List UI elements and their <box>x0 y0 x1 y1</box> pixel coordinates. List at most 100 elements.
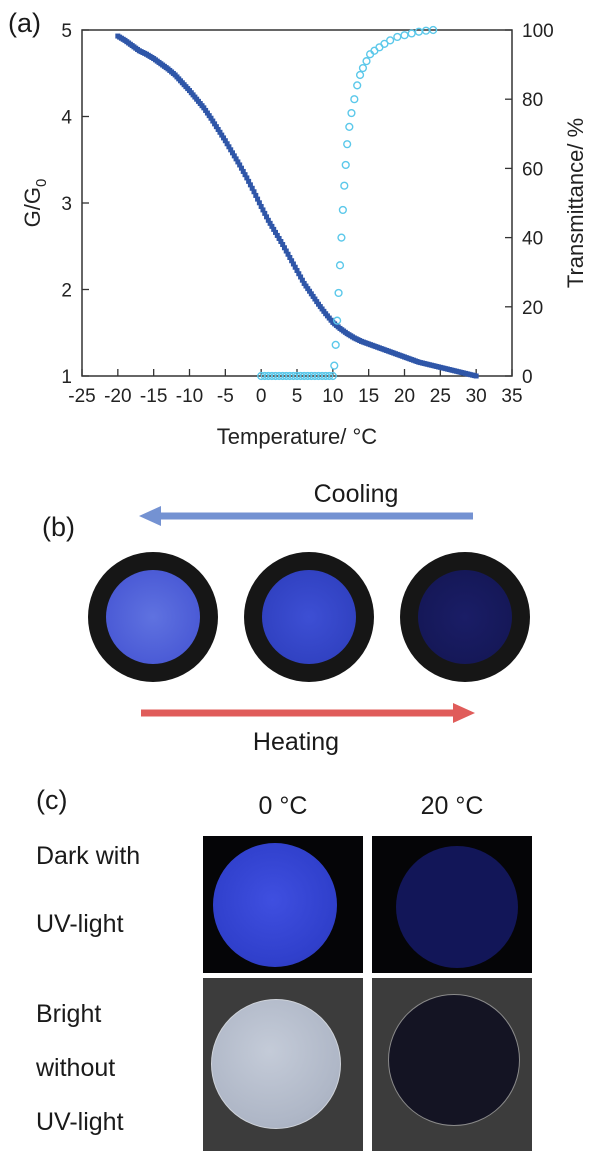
row-label-dark-line1: Dark with <box>36 842 141 870</box>
g-ratio-point <box>215 126 221 132</box>
panel-b-label: (b) <box>42 512 75 542</box>
g-ratio-point <box>274 232 280 238</box>
g-ratio-point <box>256 200 262 206</box>
x-tick-label: 5 <box>292 386 303 407</box>
g-ratio-point <box>210 118 216 124</box>
g-ratio-point <box>206 113 212 119</box>
g-ratio-point <box>292 264 298 270</box>
transmittance-point <box>350 95 359 104</box>
dish-middle <box>244 552 374 682</box>
dish-left-content <box>106 570 200 664</box>
y-right-tick-label: 20 <box>522 298 543 319</box>
g-ratio-point <box>255 196 261 202</box>
g-ratio-point <box>235 159 241 165</box>
g-ratio-point <box>299 277 305 283</box>
g-ratio-point <box>265 217 271 223</box>
g-ratio-point <box>242 172 248 178</box>
x-tick-label: 30 <box>466 386 487 407</box>
g-ratio-point <box>273 229 278 235</box>
g-ratio-point <box>298 274 304 280</box>
g-ratio-point <box>294 267 300 273</box>
x-tick-label: 10 <box>322 386 343 407</box>
g-ratio-point <box>307 288 313 294</box>
g-ratio-point <box>226 144 232 150</box>
x-tick-label: -20 <box>104 386 131 407</box>
g-ratio-point <box>305 286 311 292</box>
transmittance-point <box>347 108 356 118</box>
g-ratio-point <box>204 110 210 116</box>
transmittance-point <box>393 32 402 42</box>
y-right-tick-label: 80 <box>522 90 543 111</box>
y-right-tick-label: 40 <box>522 229 543 250</box>
g-ratio-point <box>208 115 214 121</box>
row-label-bright-line2: without <box>36 1054 116 1082</box>
transmittance-point <box>343 140 352 149</box>
g-ratio-point <box>244 175 250 181</box>
dish-left <box>88 552 218 682</box>
g-ratio-point <box>285 251 291 257</box>
x-tick-label: -25 <box>68 386 95 407</box>
x-axis-label: Temperature/ °C <box>217 424 378 449</box>
transmittance-point <box>358 63 368 73</box>
transmittance-point <box>334 288 343 298</box>
heating-label: Heating <box>252 728 340 756</box>
g-ratio-point <box>260 207 266 213</box>
sample-glow-20c <box>396 846 518 968</box>
g-ratio-point <box>308 291 314 297</box>
y-right-tick-label: 100 <box>522 21 554 42</box>
transmittance-point <box>429 25 438 35</box>
transmittance-point <box>333 316 342 325</box>
g-ratio-point <box>238 165 244 171</box>
g-ratio-point <box>281 245 287 251</box>
g-ratio-point <box>212 121 218 127</box>
g-ratio-point <box>233 156 239 162</box>
row-label-bright: Bright without UV-light <box>36 990 124 1146</box>
x-tick-label: -15 <box>140 386 167 407</box>
g-ratio-point <box>221 135 227 141</box>
g-ratio-point <box>287 254 293 260</box>
panel-a-chart: -25 -20 -15 -10 -5 0 5 10 15 20 25 30 35 1 2 3 4 5 0 20 40 60… <box>20 21 588 449</box>
g-ratio-point <box>280 242 286 248</box>
heating-arrow <box>141 703 475 723</box>
photo-bright-0c <box>203 978 363 1151</box>
transmittance-point <box>355 70 365 80</box>
x-tick-label: 20 <box>394 386 415 407</box>
y-left-tick-label: 5 <box>61 21 72 42</box>
transmittance-point <box>345 122 354 131</box>
g-ratio-point <box>269 223 275 229</box>
row-label-dark-line2: UV-light <box>36 910 124 938</box>
g-ratio-point <box>267 220 273 226</box>
y-left-tick-label: 4 <box>61 108 72 129</box>
panel-a-label: (a) <box>8 8 41 38</box>
g-ratio-point <box>222 138 228 144</box>
g-ratio-point <box>253 192 259 198</box>
plot-frame <box>81 29 513 377</box>
y-right-axis-label: Transmittance/ % <box>563 118 588 288</box>
g-ratio-point <box>276 235 282 241</box>
row-label-bright-line1: Bright <box>36 1000 102 1028</box>
y-left-axis-label: G/G0 <box>20 179 50 228</box>
cooling-arrow <box>139 506 473 526</box>
transmittance-point <box>331 340 340 349</box>
g-ratio-point <box>301 280 307 286</box>
x-tick-label: 25 <box>430 386 451 407</box>
g-ratio-point <box>289 258 295 264</box>
g-ratio-point <box>251 189 257 195</box>
g-ratio-point <box>258 203 264 209</box>
row-label-bright-line3: UV-light <box>36 1108 124 1136</box>
cooling-label: Cooling <box>313 480 399 508</box>
y-left-tick-label: 3 <box>61 194 72 215</box>
g-ratio-point <box>203 107 209 113</box>
y-left-tick-label: 1 <box>61 367 72 388</box>
transmittance-point <box>338 205 347 215</box>
transmittance-point <box>337 233 346 242</box>
transmittance-point <box>400 31 409 40</box>
dish-right-content <box>418 570 512 664</box>
dish-middle-content <box>262 570 356 664</box>
x-tick-label: -10 <box>176 386 203 407</box>
g-ratio-point <box>228 147 234 153</box>
photo-dark-0c <box>203 836 363 973</box>
transmittance-point <box>386 36 395 45</box>
g-ratio-point <box>290 261 296 267</box>
x-tick-label: -5 <box>217 386 234 407</box>
